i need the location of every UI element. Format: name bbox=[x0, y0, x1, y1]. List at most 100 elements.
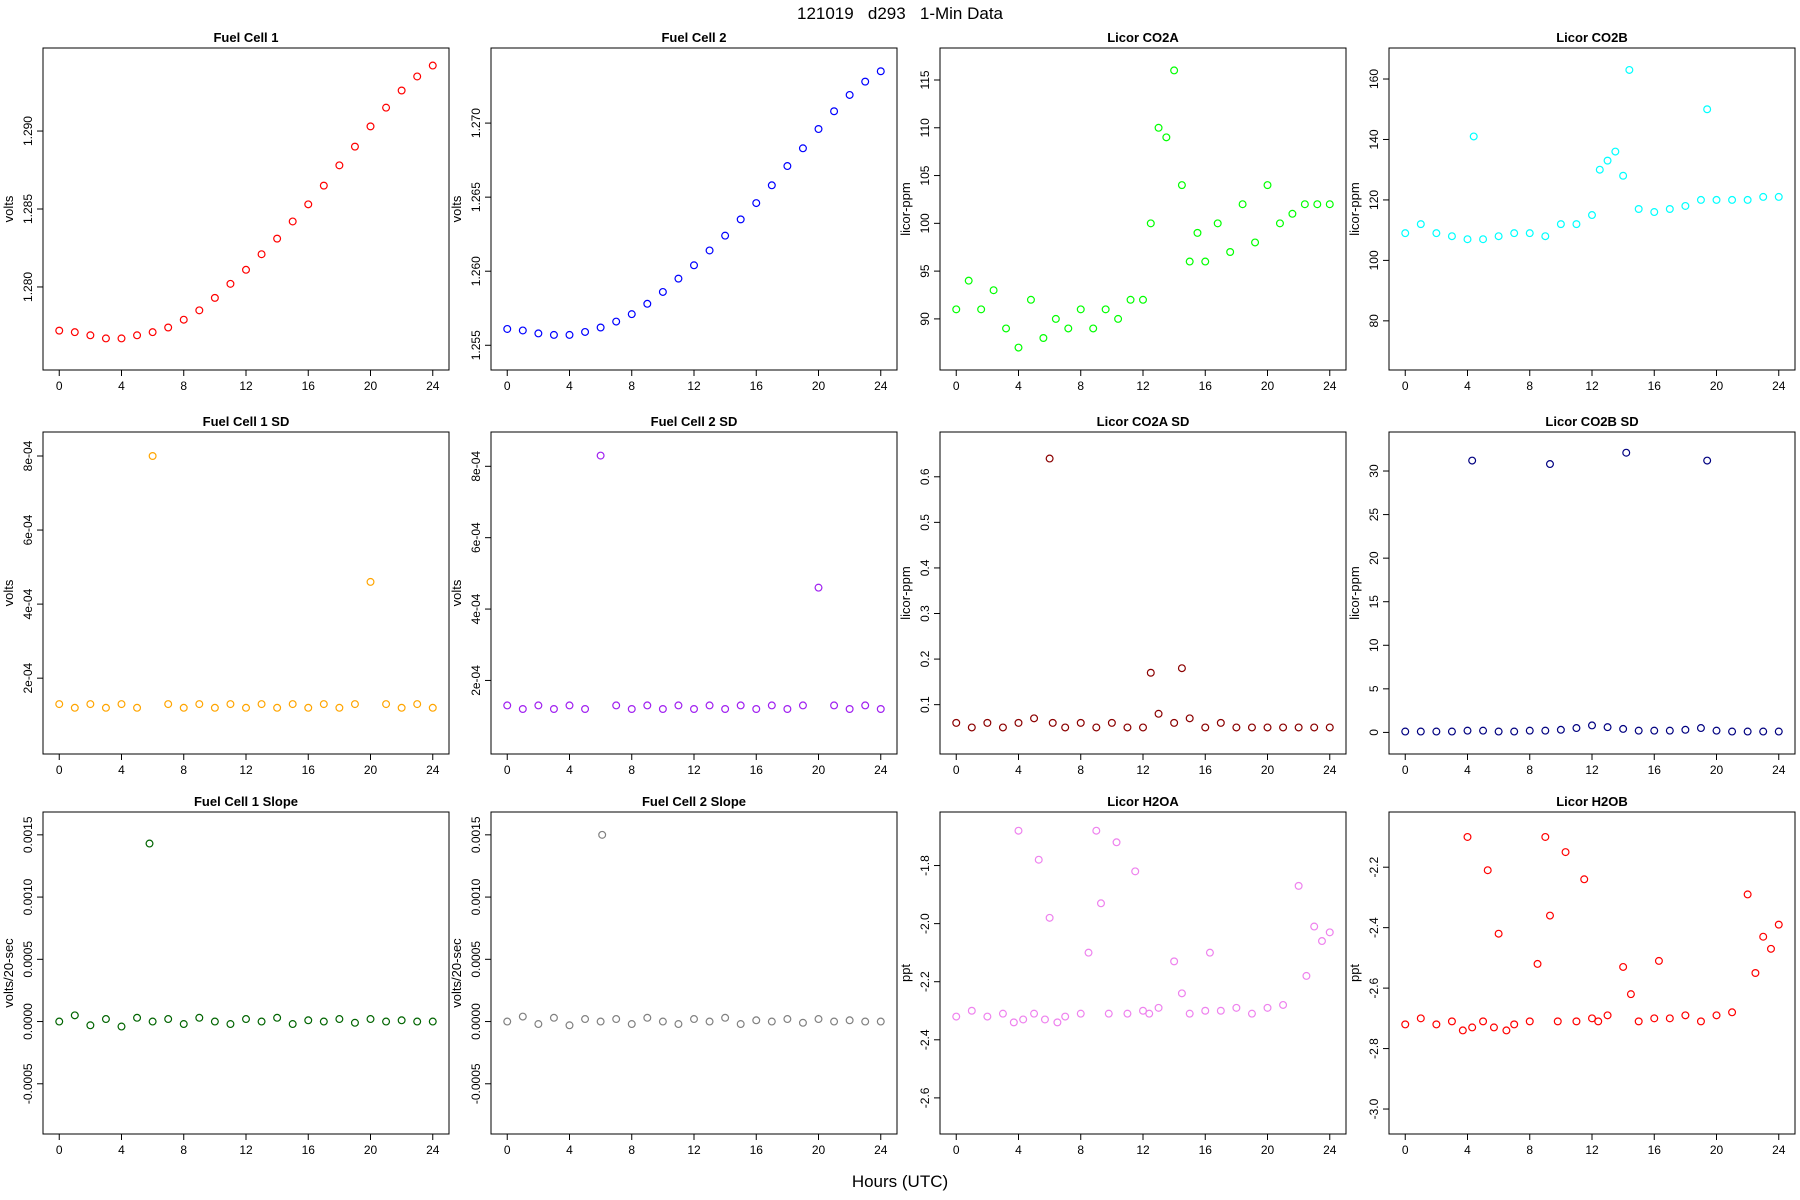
data-point bbox=[1463, 726, 1472, 735]
x-tick-label: 16 bbox=[1199, 763, 1213, 777]
data-point bbox=[1051, 314, 1060, 323]
data-point bbox=[1064, 324, 1073, 333]
x-tick-label: 20 bbox=[1261, 763, 1275, 777]
data-point bbox=[1401, 1020, 1410, 1029]
x-tick-label: 12 bbox=[239, 1143, 253, 1157]
x-tick-label: 12 bbox=[1585, 1143, 1599, 1157]
x-tick-label: 0 bbox=[1402, 763, 1409, 777]
x-tick-label: 20 bbox=[812, 763, 826, 777]
y-tick-label: 0.0005 bbox=[469, 941, 483, 978]
data-point bbox=[736, 1020, 745, 1029]
data-point bbox=[195, 1013, 204, 1022]
data-point bbox=[397, 703, 406, 712]
data-point bbox=[117, 334, 126, 343]
data-point bbox=[335, 703, 344, 712]
x-tick-label: 16 bbox=[1648, 379, 1662, 393]
data-point bbox=[952, 305, 961, 314]
data-point bbox=[210, 703, 219, 712]
data-point bbox=[1728, 727, 1737, 736]
panel-title: Fuel Cell 1 Slope bbox=[194, 794, 298, 809]
data-point bbox=[1123, 1009, 1132, 1018]
y-axis-label: licor-ppm bbox=[898, 566, 913, 619]
data-point bbox=[1468, 456, 1477, 465]
data-point bbox=[1401, 229, 1410, 238]
data-point bbox=[86, 700, 95, 709]
y-tick-label: 5 bbox=[1367, 685, 1381, 692]
x-tick-label: 4 bbox=[1015, 1143, 1022, 1157]
data-point bbox=[242, 265, 251, 274]
y-tick-label: 1.285 bbox=[21, 194, 35, 224]
y-tick-label: 15 bbox=[1367, 595, 1381, 609]
data-point bbox=[1603, 156, 1612, 165]
data-point bbox=[335, 1015, 344, 1024]
data-point bbox=[998, 1009, 1007, 1018]
data-point bbox=[1587, 721, 1596, 730]
y-axis-label: volts bbox=[449, 579, 464, 606]
x-tick-label: 24 bbox=[1772, 1143, 1786, 1157]
panel-licor-h2oa: Licor H2OA ppt 0 4 8 12 16 20 24 -2.6 -2.4 -2.2 -2.0… bbox=[898, 794, 1347, 1157]
data-point bbox=[428, 61, 437, 70]
data-point bbox=[242, 703, 251, 712]
y-tick-label: 0.2 bbox=[918, 650, 932, 667]
data-point bbox=[257, 1017, 266, 1026]
data-point bbox=[1712, 726, 1721, 735]
x-tick-label: 4 bbox=[118, 1143, 125, 1157]
data-point bbox=[1541, 232, 1550, 241]
data-point bbox=[1177, 989, 1186, 998]
series-fuel-cell-1 bbox=[55, 61, 437, 343]
data-point bbox=[1587, 1014, 1596, 1023]
data-point bbox=[101, 703, 110, 712]
data-point bbox=[195, 700, 204, 709]
data-point bbox=[1556, 725, 1565, 734]
y-tick-label: 110 bbox=[918, 118, 932, 137]
data-point bbox=[1089, 324, 1098, 333]
panel-fuel-cell-1: Fuel Cell 1 volts 0 4 8 12 16 20 24 1.280 1.285 1.2… bbox=[1, 30, 450, 393]
data-point bbox=[767, 701, 776, 710]
y-tick-label: 0.6 bbox=[918, 468, 932, 485]
data-point bbox=[674, 1020, 683, 1029]
data-point bbox=[1002, 324, 1011, 333]
data-point bbox=[518, 704, 527, 713]
data-point bbox=[1712, 1011, 1721, 1020]
data-point bbox=[1743, 890, 1752, 899]
data-point bbox=[1213, 219, 1222, 228]
data-point bbox=[1416, 727, 1425, 736]
data-point bbox=[1009, 1018, 1018, 1027]
data-point bbox=[1154, 709, 1163, 718]
plot-frame bbox=[1388, 811, 1796, 1135]
data-point bbox=[101, 1015, 110, 1024]
data-point bbox=[179, 703, 188, 712]
data-point bbox=[1232, 723, 1241, 732]
data-point bbox=[1193, 228, 1202, 237]
data-point bbox=[1263, 181, 1272, 190]
x-tick-label: 0 bbox=[504, 379, 511, 393]
y-tick-label: 2e-04 bbox=[21, 663, 35, 694]
data-point bbox=[350, 700, 359, 709]
data-point bbox=[55, 326, 64, 335]
data-point bbox=[1759, 192, 1768, 201]
data-point bbox=[1580, 875, 1589, 884]
panel-fuel-cell-1-sd: Fuel Cell 1 SD volts 0 4 8 12 16 20 24 2e-04 4e-04… bbox=[1, 414, 450, 777]
data-point bbox=[1201, 1006, 1210, 1015]
y-tick-label: 105 bbox=[918, 165, 932, 185]
data-point bbox=[226, 1020, 235, 1029]
panel-title: Licor CO2B SD bbox=[1545, 414, 1638, 429]
data-point bbox=[226, 279, 235, 288]
panel-licor-co2a: Licor CO2A licor-ppm 0 4 8 12 16 20 24 90 95 100 105… bbox=[898, 30, 1347, 393]
y-axis-label: licor-ppm bbox=[1347, 182, 1362, 235]
data-point bbox=[366, 1015, 375, 1024]
y-tick-label: 100 bbox=[918, 213, 932, 233]
data-point bbox=[1104, 1009, 1113, 1018]
data-point bbox=[1587, 211, 1596, 220]
x-tick-label: 8 bbox=[628, 763, 635, 777]
data-point bbox=[1154, 1003, 1163, 1012]
data-point bbox=[1201, 257, 1210, 266]
data-point bbox=[1076, 1009, 1085, 1018]
y-tick-label: 0.1 bbox=[918, 696, 932, 713]
x-tick-label: 0 bbox=[953, 1143, 960, 1157]
data-point bbox=[1494, 929, 1503, 938]
data-point bbox=[1774, 727, 1783, 736]
y-tick-label: -2.6 bbox=[918, 1087, 932, 1108]
x-tick-label: 20 bbox=[1710, 379, 1724, 393]
y-tick-label: -3.0 bbox=[1367, 1098, 1381, 1119]
